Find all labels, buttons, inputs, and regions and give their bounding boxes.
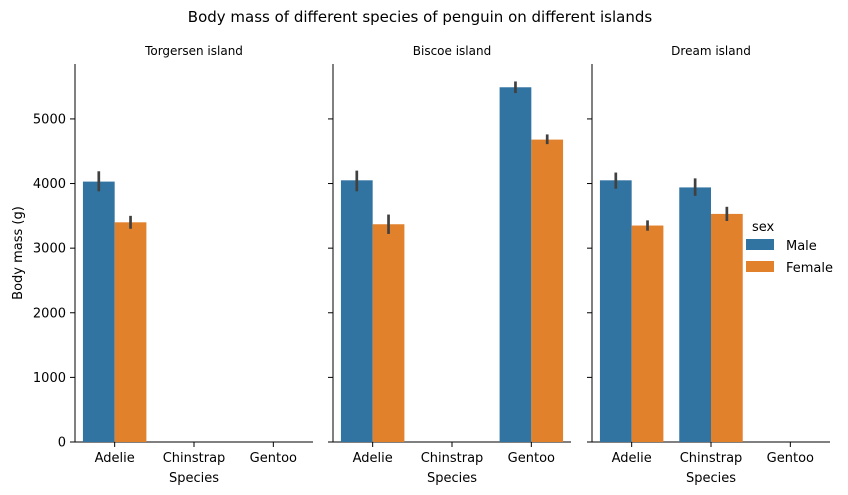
y-tick-label: 1000 — [33, 371, 66, 386]
y-tick-label: 4000 — [33, 177, 66, 192]
panel-title: Torgersen island — [144, 44, 243, 58]
y-tick-label: 3000 — [33, 242, 66, 257]
legend-label-female: Female — [786, 261, 833, 276]
x-axis-label: Species — [169, 471, 219, 486]
bar-male-chinstrap — [679, 187, 711, 442]
y-tick-label: 5000 — [33, 112, 66, 127]
bar-female-gentoo — [531, 139, 564, 442]
figure-title: Body mass of different species of pengui… — [188, 8, 653, 26]
x-tick-label: Adelie — [353, 451, 393, 466]
panels: Torgersen island 0 1000 2000 3000 4000 5000 Ade… — [33, 44, 830, 486]
panel-2: Dream island Adelie Chinstrap Gentoo Species — [587, 44, 830, 486]
bar-female-adelie — [114, 222, 147, 442]
legend-swatch-female — [746, 261, 774, 272]
x-axis-label: Species — [427, 471, 477, 486]
y-tick-label: 0 — [58, 436, 66, 451]
legend-label-male: Male — [786, 239, 817, 254]
legend-title: sex — [752, 220, 775, 235]
bar-female-adelie — [372, 224, 405, 442]
panel-1: Biscoe island Adelie Chinstrap Gentoo Specie… — [328, 44, 571, 486]
legend: sex Male Female — [746, 220, 833, 276]
y-axis-label: Body mass (g) — [11, 206, 26, 300]
panel-title: Biscoe island — [413, 44, 491, 58]
y-tick-label: 2000 — [33, 306, 66, 321]
x-axis-label: Species — [686, 471, 736, 486]
x-tick-label: Chinstrap — [680, 451, 743, 466]
bar-male-adelie — [599, 180, 632, 443]
x-tick-label: Chinstrap — [163, 451, 226, 466]
x-tick-label: Adelie — [612, 451, 652, 466]
x-tick-label: Gentoo — [508, 451, 555, 466]
x-tick-label: Gentoo — [767, 451, 814, 466]
bar-male-adelie — [340, 180, 373, 443]
panel-title: Dream island — [671, 44, 751, 58]
bar-male-adelie — [82, 181, 115, 442]
x-tick-label: Gentoo — [250, 451, 297, 466]
bar-female-chinstrap — [711, 213, 743, 442]
x-tick-label: Chinstrap — [421, 451, 484, 466]
panel-0: Torgersen island 0 1000 2000 3000 4000 5000 Ade… — [33, 44, 313, 486]
bar-female-adelie — [631, 225, 664, 442]
x-tick-label: Adelie — [95, 451, 135, 466]
bar-male-gentoo — [499, 87, 532, 442]
legend-swatch-male — [746, 239, 774, 250]
